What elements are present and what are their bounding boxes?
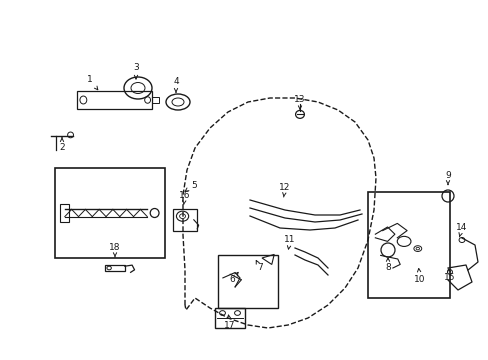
Text: 11: 11 (284, 235, 295, 244)
Text: 8: 8 (385, 264, 390, 273)
Text: 15: 15 (443, 274, 455, 283)
Text: 16: 16 (179, 190, 190, 199)
Bar (367, 192, 449, 298)
Text: 17: 17 (224, 320, 235, 329)
Bar (105, 265, 124, 271)
Text: 14: 14 (455, 224, 467, 233)
Text: 9: 9 (444, 171, 450, 180)
Text: 2: 2 (59, 144, 65, 153)
Text: 18: 18 (109, 243, 121, 252)
Text: 13: 13 (294, 95, 305, 104)
Text: 1: 1 (87, 76, 93, 85)
Bar (152, 98, 159, 103)
Text: 6: 6 (229, 275, 234, 284)
Text: 5: 5 (191, 180, 197, 189)
Bar (218, 255, 278, 308)
Text: 10: 10 (413, 275, 425, 284)
Text: 7: 7 (257, 264, 263, 273)
Text: 12: 12 (279, 184, 290, 193)
Bar (172, 209, 197, 231)
Bar (60, 204, 68, 222)
Bar (55, 168, 164, 258)
Text: 4: 4 (173, 77, 179, 86)
Bar (215, 308, 244, 328)
Text: 3: 3 (133, 63, 139, 72)
Bar (77, 91, 152, 109)
